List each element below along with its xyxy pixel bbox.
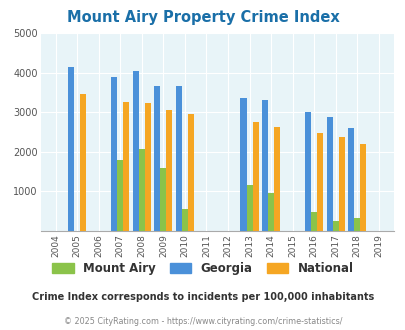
Bar: [338, 137, 344, 231]
Bar: [154, 86, 160, 231]
Legend: Mount Airy, Georgia, National: Mount Airy, Georgia, National: [49, 258, 356, 279]
Bar: [188, 114, 194, 231]
Bar: [310, 212, 316, 231]
Bar: [80, 94, 86, 231]
Text: © 2025 CityRating.com - https://www.cityrating.com/crime-statistics/: © 2025 CityRating.com - https://www.city…: [64, 317, 341, 326]
Bar: [359, 144, 365, 231]
Bar: [316, 133, 322, 231]
Bar: [240, 98, 246, 231]
Bar: [160, 168, 166, 231]
Bar: [181, 209, 188, 231]
Bar: [145, 103, 151, 231]
Bar: [246, 185, 252, 231]
Bar: [123, 102, 129, 231]
Bar: [273, 127, 279, 231]
Bar: [111, 77, 117, 231]
Bar: [304, 112, 310, 231]
Bar: [117, 160, 123, 231]
Bar: [347, 128, 353, 231]
Bar: [267, 193, 273, 231]
Text: Crime Index corresponds to incidents per 100,000 inhabitants: Crime Index corresponds to incidents per…: [32, 292, 373, 302]
Bar: [175, 86, 181, 231]
Bar: [353, 218, 359, 231]
Bar: [139, 148, 145, 231]
Bar: [332, 221, 338, 231]
Bar: [252, 122, 258, 231]
Bar: [68, 67, 74, 231]
Bar: [326, 116, 332, 231]
Bar: [261, 100, 267, 231]
Bar: [132, 71, 139, 231]
Text: Mount Airy Property Crime Index: Mount Airy Property Crime Index: [66, 10, 339, 25]
Bar: [166, 110, 172, 231]
